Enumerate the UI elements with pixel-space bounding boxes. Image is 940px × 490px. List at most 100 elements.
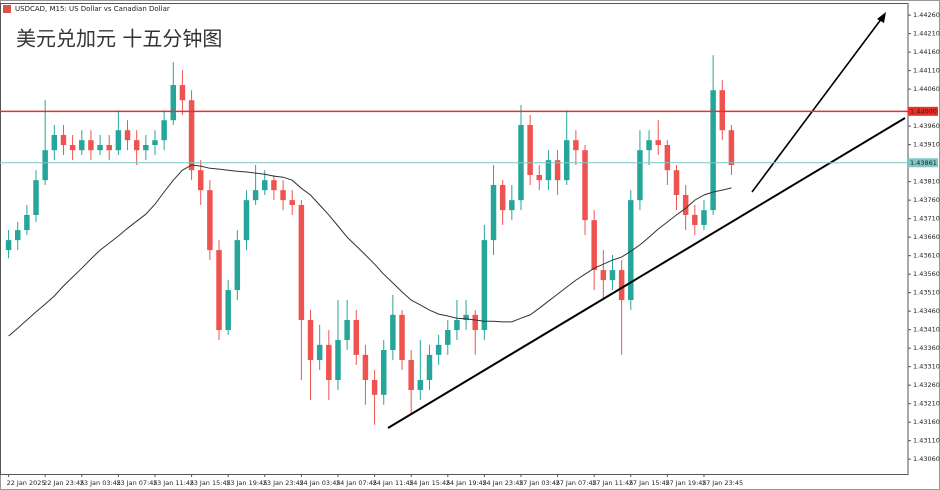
candle-body — [97, 145, 103, 151]
candle-body — [262, 180, 268, 191]
level-label: 1.44000 — [910, 107, 937, 115]
candle-body — [426, 354, 433, 380]
candle-body — [51, 135, 58, 151]
candle-body — [289, 200, 295, 205]
candle-body — [362, 354, 369, 380]
candle-body — [673, 170, 680, 195]
candle-body — [79, 140, 85, 151]
candle-body — [353, 320, 360, 355]
candle-body — [344, 320, 350, 341]
y-tick-label: 1.43210 — [913, 400, 940, 408]
candle-body — [481, 240, 488, 331]
candle-body — [399, 314, 405, 361]
candle-body — [88, 140, 94, 151]
candle-body — [197, 170, 204, 191]
y-tick-label: 1.43710 — [913, 215, 940, 223]
x-tick-label: 24 Jan 19:45 — [446, 479, 487, 487]
candle-body — [14, 230, 21, 241]
candle-body — [33, 180, 39, 215]
candle-body — [454, 320, 460, 331]
y-tick-label: 1.43110 — [913, 437, 940, 445]
candle-body — [563, 140, 570, 181]
candle-body — [628, 200, 634, 301]
candle-body — [646, 140, 652, 151]
x-tick-label: 24 Jan 03:45 — [299, 479, 340, 487]
candle-body — [682, 194, 689, 215]
y-tick-label: 1.43560 — [913, 270, 940, 278]
candle-body — [69, 145, 76, 151]
candle-body — [234, 240, 241, 291]
candle-body — [655, 140, 661, 145]
x-tick-label: 27 Jan 03:45 — [519, 479, 560, 487]
candle-body — [527, 125, 533, 175]
level-label: 1.43861 — [910, 159, 937, 167]
candle-body — [60, 135, 67, 145]
candle-body — [499, 184, 506, 211]
x-tick-label: 23 Jan 19:45 — [226, 479, 267, 487]
candle-body — [207, 190, 213, 251]
candle-body — [710, 90, 716, 211]
moving-average — [8, 164, 732, 337]
candle-body — [133, 140, 140, 151]
y-tick-label: 1.43910 — [913, 141, 940, 149]
candle-body — [371, 380, 378, 395]
candle-body — [188, 100, 195, 171]
candle-body — [271, 180, 277, 191]
candle-body — [161, 120, 167, 141]
candle-body — [335, 340, 341, 380]
y-tick-label: 1.43260 — [913, 381, 940, 389]
x-tick-label: 22 Jan 2025 — [7, 479, 46, 487]
y-tick-label: 1.43960 — [913, 122, 940, 130]
chart-title: USDCAD, M15: US Dollar vs Canadian Dolla… — [15, 5, 170, 13]
x-tick-label: 27 Jan 23:45 — [702, 479, 743, 487]
y-tick-label: 1.43360 — [913, 344, 940, 352]
candle-body — [463, 314, 469, 321]
candle-body — [243, 200, 250, 241]
candle-body — [380, 350, 387, 395]
candle-body — [490, 184, 497, 241]
x-tick-label: 23 Jan 11:45 — [153, 479, 194, 487]
x-tick-label: 23 Jan 15:45 — [190, 479, 231, 487]
candle-body — [216, 250, 222, 331]
x-tick-label: 27 Jan 07:45 — [556, 479, 597, 487]
candle-body — [5, 240, 12, 251]
y-tick-label: 1.43810 — [913, 178, 940, 186]
candle-body — [326, 344, 332, 380]
y-tick-label: 1.43510 — [913, 289, 940, 297]
y-tick-label: 1.43460 — [913, 307, 940, 315]
x-tick-label: 23 Jan 23:45 — [263, 479, 304, 487]
candle-body — [609, 270, 616, 281]
x-tick-label: 24 Jan 23:45 — [482, 479, 523, 487]
candle-body — [280, 190, 286, 201]
candle-body — [573, 140, 579, 151]
candle-body — [664, 145, 671, 171]
candle-body — [728, 130, 735, 165]
y-tick-label: 1.44210 — [913, 30, 940, 38]
x-tick-label: 24 Jan 07:45 — [336, 479, 377, 487]
candle-body — [408, 360, 414, 390]
candle-body — [252, 190, 259, 201]
candle-body — [536, 174, 543, 181]
candle-body — [316, 344, 323, 361]
candle-body — [298, 204, 305, 321]
x-tick-label: 24 Jan 11:45 — [373, 479, 414, 487]
y-tick-label: 1.44110 — [913, 67, 940, 75]
y-tick-label: 1.43160 — [913, 418, 940, 426]
candle-body — [417, 380, 424, 390]
y-tick-label: 1.44160 — [913, 48, 940, 56]
y-tick-label: 1.43410 — [913, 326, 940, 334]
level-tag — [908, 158, 938, 168]
y-tick-label: 1.44060 — [913, 85, 940, 93]
candle-body — [124, 130, 131, 141]
arrow-head — [877, 12, 886, 23]
candle-body — [435, 344, 442, 355]
candle-body — [42, 150, 48, 181]
x-tick-label: 27 Jan 19:45 — [665, 479, 706, 487]
x-tick-label: 23 Jan 07:45 — [116, 479, 157, 487]
trend-line — [387, 117, 906, 429]
x-tick-label: 27 Jan 15:45 — [629, 479, 670, 487]
candle-body — [307, 320, 314, 361]
y-tick-label: 1.43310 — [913, 363, 940, 371]
